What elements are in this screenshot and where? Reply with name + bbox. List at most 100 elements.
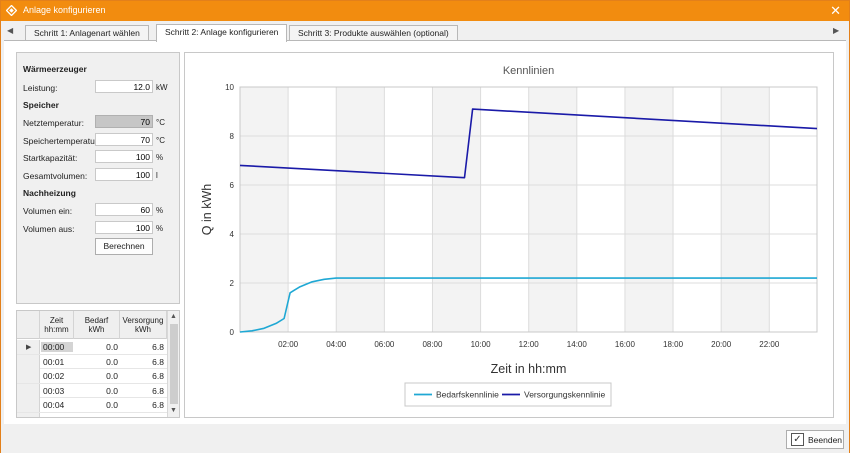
calculate-button[interactable]: Berechnen [95, 238, 153, 255]
column-header-time-l2: hh:mm [44, 325, 69, 334]
x-tick-label: 22:00 [759, 340, 780, 349]
total-volume-label: Gesamtvolumen: [23, 171, 88, 181]
column-header-supply-l2: kWh [135, 325, 151, 334]
power-label: Leistung: [23, 83, 58, 93]
cell-time[interactable]: 00:01 [43, 356, 65, 367]
column-header-time[interactable]: Zeit hh:mm [40, 311, 74, 339]
x-tick-label: 16:00 [615, 340, 636, 349]
y-tick-label: 2 [230, 279, 235, 288]
y-tick-label: 0 [230, 328, 235, 337]
cell-demand[interactable]: 0.0 [106, 385, 118, 396]
cell-supply[interactable]: 6.8 [152, 385, 164, 396]
storage-temp-input[interactable] [95, 133, 153, 146]
plot-band [240, 87, 289, 332]
y-tick-label: 10 [225, 83, 234, 92]
column-header-time-l1: Zeit [49, 316, 64, 325]
storage-heading: Speicher [23, 100, 59, 110]
table-row[interactable]: 00:01 0.0 6.8 [17, 354, 167, 369]
column-header-demand[interactable]: Bedarf kWh [74, 311, 120, 339]
settings-panel: Wärmeerzeuger Leistung: kW Speicher Netz… [16, 52, 180, 304]
tab-step-2[interactable]: Schritt 2: Anlage konfigurieren [156, 24, 288, 42]
cell-demand[interactable]: 0.0 [106, 356, 118, 367]
title-bar: Anlage konfigurieren ✕ [1, 1, 849, 21]
net-temp-input [95, 115, 153, 128]
chart-panel: 0 2 4 6 8 10 02:00 04:00 06:00 08:00 10:00 12:00 14:… [184, 52, 834, 418]
finish-button[interactable]: ✓ Beenden [786, 430, 844, 449]
cell-demand[interactable]: 0.0 [106, 342, 118, 352]
cell-supply[interactable]: 6.8 [152, 356, 164, 367]
cell-supply[interactable]: 6.8 [152, 371, 164, 381]
close-icon[interactable]: ✕ [830, 3, 841, 18]
x-tick-label: 18:00 [663, 340, 684, 349]
cell-demand[interactable]: 0.0 [106, 400, 118, 410]
table-scrollbar[interactable]: ▲ ▼ [167, 311, 179, 417]
storage-temp-unit: °C [156, 136, 165, 145]
table-row[interactable]: 00:03 0.0 6.8 [17, 383, 167, 398]
x-tick-label: 10:00 [471, 340, 492, 349]
start-capacity-input[interactable] [95, 150, 153, 163]
volume-on-label: Volumen ein: [23, 206, 73, 216]
row-header[interactable] [17, 412, 40, 417]
column-header-supply[interactable]: Versorgung kWh [120, 311, 167, 339]
tab-step-1[interactable]: Schritt 1: Anlagenart wählen [25, 25, 149, 41]
column-header-demand-l1: Bedarf [84, 316, 109, 325]
cell-supply[interactable]: 6.8 [121, 415, 164, 418]
scrollbar-thumb[interactable] [170, 324, 178, 404]
cell-time[interactable]: 00:00 [41, 342, 73, 352]
reheating-heading: Nachheizung [23, 188, 76, 198]
power-input[interactable] [95, 80, 153, 93]
row-header[interactable] [17, 398, 40, 412]
volume-off-input[interactable] [95, 221, 153, 234]
plot-band [721, 87, 770, 332]
plot-band [624, 87, 674, 332]
x-tick-label: 14:00 [567, 340, 588, 349]
row-header[interactable] [17, 369, 40, 383]
volume-on-unit: % [156, 206, 164, 215]
chevron-right-icon[interactable]: ▶ [833, 26, 840, 35]
cell-time[interactable]: 00:02 [43, 371, 65, 381]
chevron-left-icon[interactable]: ◀ [7, 26, 14, 35]
power-unit: kW [156, 83, 168, 92]
tab-divider [4, 40, 846, 41]
characteristic-curves-chart: 0 2 4 6 8 10 02:00 04:00 06:00 08:00 10:00 12:00 14:… [200, 65, 818, 407]
volume-off-label: Volumen aus: [23, 224, 75, 234]
table-header: Zeit hh:mm Bedarf kWh Versorgung kWh [17, 311, 167, 339]
results-table: Zeit hh:mm Bedarf kWh Versorgung kWh ▶ 00… [16, 310, 180, 418]
plot-band [336, 87, 385, 332]
table-row[interactable]: 00:02 0.0 6.8 [17, 369, 167, 384]
cell-supply[interactable]: 6.8 [152, 400, 164, 410]
column-header-supply-l1: Versorgung [122, 316, 164, 325]
cell-demand[interactable]: 0.0 [106, 371, 118, 381]
cell-time[interactable]: 00:05 [41, 415, 73, 418]
x-tick-label: 06:00 [374, 340, 395, 349]
cell-demand[interactable]: 0.0 [75, 415, 118, 418]
total-volume-unit: l [156, 171, 158, 180]
row-header[interactable] [17, 354, 40, 369]
y-axis-title: Q in kWh [200, 184, 214, 235]
x-tick-label: 08:00 [422, 340, 443, 349]
table-row[interactable]: ▶ 00:00 0.0 6.8 [17, 340, 167, 355]
arrow-up-icon[interactable]: ▲ [170, 313, 177, 320]
volume-on-input[interactable] [95, 203, 153, 216]
legend-label-2: Versorgungskennlinie [524, 390, 606, 400]
row-pointer-icon[interactable]: ▶ [17, 340, 40, 354]
x-axis-title: Zeit in hh:mm [491, 362, 567, 376]
x-tick-label: 12:00 [519, 340, 540, 349]
cell-supply[interactable]: 6.8 [152, 342, 164, 352]
plot-frame [239, 86, 818, 333]
arrow-down-icon[interactable]: ▼ [170, 407, 177, 414]
y-tick-label: 4 [230, 230, 235, 239]
window-title: Anlage konfigurieren [23, 5, 106, 15]
cell-time[interactable]: 00:03 [43, 385, 65, 396]
total-volume-input[interactable] [95, 168, 153, 181]
tab-bar: ◀ Schritt 1: Anlagenart wählen Schritt 2… [1, 23, 849, 42]
table-row[interactable]: 00:050.06.8 [17, 412, 167, 418]
cell-time[interactable]: 00:04 [43, 400, 65, 410]
plot-band [432, 87, 481, 332]
table-row[interactable]: 00:04 0.0 6.8 [17, 398, 167, 413]
legend-label-1: Bedarfskennlinie [436, 390, 499, 400]
x-tick-label: 04:00 [326, 340, 347, 349]
tab-step-3[interactable]: Schritt 3: Produkte auswählen (optional) [289, 25, 458, 41]
row-header[interactable] [17, 383, 40, 398]
